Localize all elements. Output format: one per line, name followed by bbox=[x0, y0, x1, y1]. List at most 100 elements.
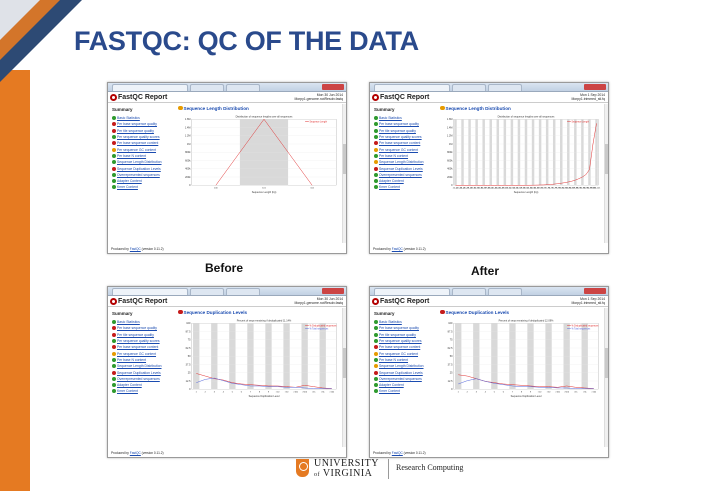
scrollbar[interactable] bbox=[342, 104, 346, 243]
summary-module-link[interactable]: Adapter Content bbox=[374, 178, 438, 184]
browser-tab[interactable] bbox=[112, 288, 188, 295]
scrollbar[interactable] bbox=[604, 308, 608, 447]
browser-tab[interactable] bbox=[226, 288, 260, 295]
window-close-icon[interactable] bbox=[322, 84, 344, 90]
report-meta: Mon 1 Sep 2014 Morpy1.trimmed_stl.fq bbox=[571, 297, 605, 305]
caption-before: Before bbox=[205, 261, 244, 275]
summary-module-link[interactable]: Sequence Duplication Levels bbox=[374, 165, 438, 171]
y-tick-label: 200k bbox=[447, 176, 453, 179]
x-tick-label: 9 bbox=[268, 391, 270, 393]
module-label: Per tile sequence quality bbox=[117, 128, 154, 133]
summary-module-link[interactable]: Per base sequence content bbox=[112, 140, 176, 146]
summary-module-link[interactable]: Per base sequence content bbox=[112, 344, 176, 350]
summary-module-link[interactable]: Per base sequence quality bbox=[112, 325, 176, 331]
summary-module-link[interactable]: Sequence Length Distribution bbox=[112, 159, 176, 165]
summary-module-link[interactable]: Per sequence GC content bbox=[374, 350, 438, 356]
y-tick-label: 1.4M bbox=[447, 126, 453, 129]
browser-tab[interactable] bbox=[374, 84, 450, 91]
browser-tab[interactable] bbox=[374, 288, 450, 295]
summary-module-link[interactable]: Kmer Content bbox=[374, 184, 438, 190]
summary-module-link[interactable]: Adapter Content bbox=[112, 178, 176, 184]
summary-module-link[interactable]: Per base sequence content bbox=[374, 140, 438, 146]
summary-module-link[interactable]: Sequence Duplication Levels bbox=[112, 369, 176, 375]
summary-module-link[interactable]: Sequence Duplication Levels bbox=[374, 369, 438, 375]
summary-module-link[interactable]: Basic Statistics bbox=[374, 319, 438, 325]
summary-module-link[interactable]: Sequence Length Distribution bbox=[374, 363, 438, 369]
browser-tab[interactable] bbox=[452, 84, 486, 91]
summary-module-link[interactable]: Basic Statistics bbox=[112, 115, 176, 121]
summary-module-link[interactable]: Per base N content bbox=[112, 153, 176, 159]
x-tick-label: >100 bbox=[555, 390, 561, 393]
fastqc-link[interactable]: FastQC bbox=[129, 247, 141, 251]
x-tick-label: 6 bbox=[241, 391, 243, 393]
summary-module-link[interactable]: Per tile sequence quality bbox=[112, 332, 176, 338]
warning-icon bbox=[374, 160, 378, 165]
x-tick-label: 32-33 bbox=[474, 187, 480, 189]
fastqc-link[interactable]: FastQC bbox=[391, 451, 403, 455]
footer-version: (version 0.11.2) bbox=[141, 247, 164, 251]
browser-tab[interactable] bbox=[190, 288, 224, 295]
summary-module-link[interactable]: Per tile sequence quality bbox=[112, 128, 176, 134]
summary-module-link[interactable]: Per sequence quality scores bbox=[112, 338, 176, 344]
scrollbar[interactable] bbox=[604, 104, 608, 243]
browser-tab[interactable] bbox=[190, 84, 224, 91]
summary-module-link[interactable]: Per sequence quality scores bbox=[112, 134, 176, 140]
module-label: Kmer Content bbox=[379, 389, 400, 394]
summary-module-link[interactable]: Per base N content bbox=[112, 357, 176, 363]
summary-module-link[interactable]: Overrepresented sequences bbox=[374, 376, 438, 382]
summary-heading: Summary bbox=[112, 311, 133, 316]
browser-tab[interactable] bbox=[112, 84, 188, 91]
summary-module-link[interactable]: Per base sequence content bbox=[374, 344, 438, 350]
summary-module-link[interactable]: Per base sequence quality bbox=[374, 325, 438, 331]
fastqc-link[interactable]: FastQC bbox=[391, 247, 403, 251]
report-header: FastQC Report Mon 1 Sep 2014 Morpy1.trimme… bbox=[370, 296, 608, 307]
summary-module-link[interactable]: Basic Statistics bbox=[374, 115, 438, 121]
summary-module-link[interactable]: Overrepresented sequences bbox=[374, 172, 438, 178]
fastqc-screenshot-after-length: FastQC Report Mon 1 Sep 2014 Morpy1.trimme… bbox=[369, 82, 609, 254]
scrollbar[interactable] bbox=[342, 308, 346, 447]
fail-icon bbox=[112, 326, 116, 331]
x-tick-label: 101 bbox=[262, 187, 266, 189]
browser-tab[interactable] bbox=[452, 288, 486, 295]
summary-module-link[interactable]: Basic Statistics bbox=[112, 319, 176, 325]
pass-icon bbox=[112, 383, 116, 388]
report-title: FastQC Report bbox=[118, 94, 168, 101]
fastqc-link[interactable]: FastQC bbox=[129, 451, 141, 455]
summary-module-link[interactable]: Per base N content bbox=[374, 357, 438, 363]
window-close-icon[interactable] bbox=[584, 84, 606, 90]
summary-module-link[interactable]: Overrepresented sequences bbox=[112, 376, 176, 382]
summary-module-link[interactable]: Per tile sequence quality bbox=[374, 332, 438, 338]
summary-module-link[interactable]: Per base sequence quality bbox=[374, 121, 438, 127]
summary-module-link[interactable]: Sequence Length Distribution bbox=[112, 363, 176, 369]
fastqc-logo-icon bbox=[110, 94, 117, 101]
summary-module-link[interactable]: Overrepresented sequences bbox=[112, 172, 176, 178]
summary-module-link[interactable]: Adapter Content bbox=[112, 382, 176, 388]
browser-tab[interactable] bbox=[488, 84, 522, 91]
summary-module-link[interactable]: Adapter Content bbox=[374, 382, 438, 388]
module-label: Overrepresented sequences bbox=[117, 376, 160, 381]
window-close-icon[interactable] bbox=[322, 288, 344, 294]
summary-module-link[interactable]: Per tile sequence quality bbox=[374, 128, 438, 134]
browser-tab[interactable] bbox=[488, 288, 522, 295]
browser-chrome bbox=[108, 287, 346, 296]
summary-module-link[interactable]: Sequence Length Distribution bbox=[374, 159, 438, 165]
summary-module-link[interactable]: Per base N content bbox=[374, 153, 438, 159]
pass-icon bbox=[112, 153, 116, 158]
summary-module-link[interactable]: Per sequence quality scores bbox=[374, 134, 438, 140]
summary-module-link[interactable]: Per sequence GC content bbox=[374, 146, 438, 152]
summary-module-link[interactable]: Kmer Content bbox=[112, 184, 176, 190]
summary-module-link[interactable]: Per sequence GC content bbox=[112, 146, 176, 152]
window-close-icon[interactable] bbox=[584, 288, 606, 294]
report-footer: Produced by FastQC (version 0.11.2) bbox=[111, 451, 164, 455]
summary-module-link[interactable]: Sequence Duplication Levels bbox=[112, 165, 176, 171]
summary-module-link[interactable]: Per base sequence quality bbox=[112, 121, 176, 127]
x-tick-label: 9 bbox=[530, 391, 532, 393]
uva-shield-icon bbox=[296, 459, 309, 477]
summary-module-link[interactable]: Per sequence quality scores bbox=[374, 338, 438, 344]
summary-panel: Summary Basic Statistics Per base sequence… bbox=[374, 107, 438, 191]
x-tick-label: >5k bbox=[583, 390, 587, 393]
browser-tab[interactable] bbox=[226, 84, 260, 91]
summary-module-link[interactable]: Kmer Content bbox=[374, 388, 438, 394]
summary-module-link[interactable]: Per sequence GC content bbox=[112, 350, 176, 356]
summary-module-link[interactable]: Kmer Content bbox=[112, 388, 176, 394]
